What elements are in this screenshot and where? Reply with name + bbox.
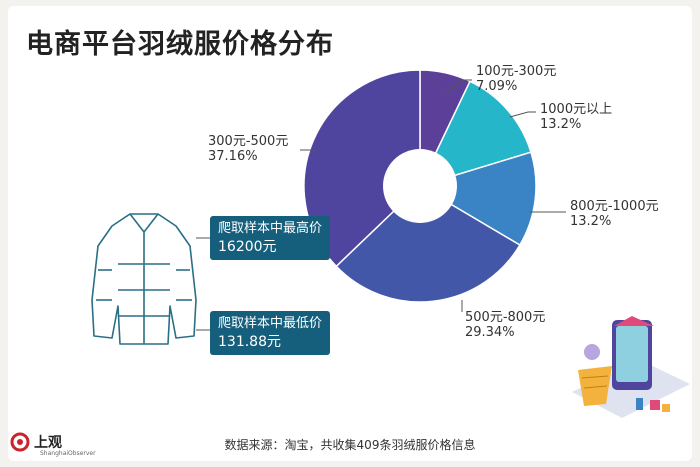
slice-label-300-500: 300元-500元 37.16% [208,134,289,164]
slice-800-1000 [418,151,537,247]
logo-name: 上观 [34,435,62,451]
slice-label-800-1000: 800元-1000元 13.2% [570,199,659,229]
logo-mark-icon [10,432,30,452]
slice-500-800 [335,185,521,303]
slice-label-500-800: 500元-800元 29.34% [465,310,546,340]
donut-hole [383,149,457,223]
data-source-footer: 数据来源：淘宝，共收集409条羽绒服价格信息 [224,438,476,452]
chart-title: 电商平台羽绒服价格分布 [26,29,334,60]
logo-subtitle: ShanghaiObserver [40,450,96,457]
max-price-callout: 爬取样本中最高价 16200元 [210,216,331,260]
slice-label-100-300: 100元-300元 7.09% [476,64,557,94]
slice-1000-plus [418,80,532,188]
logo: 上观 ShanghaiObserver [10,432,96,457]
min-price-callout: 爬取样本中最低价 131.88元 [210,311,331,355]
slice-label-1000-plus: 1000元以上 13.2% [540,102,613,132]
